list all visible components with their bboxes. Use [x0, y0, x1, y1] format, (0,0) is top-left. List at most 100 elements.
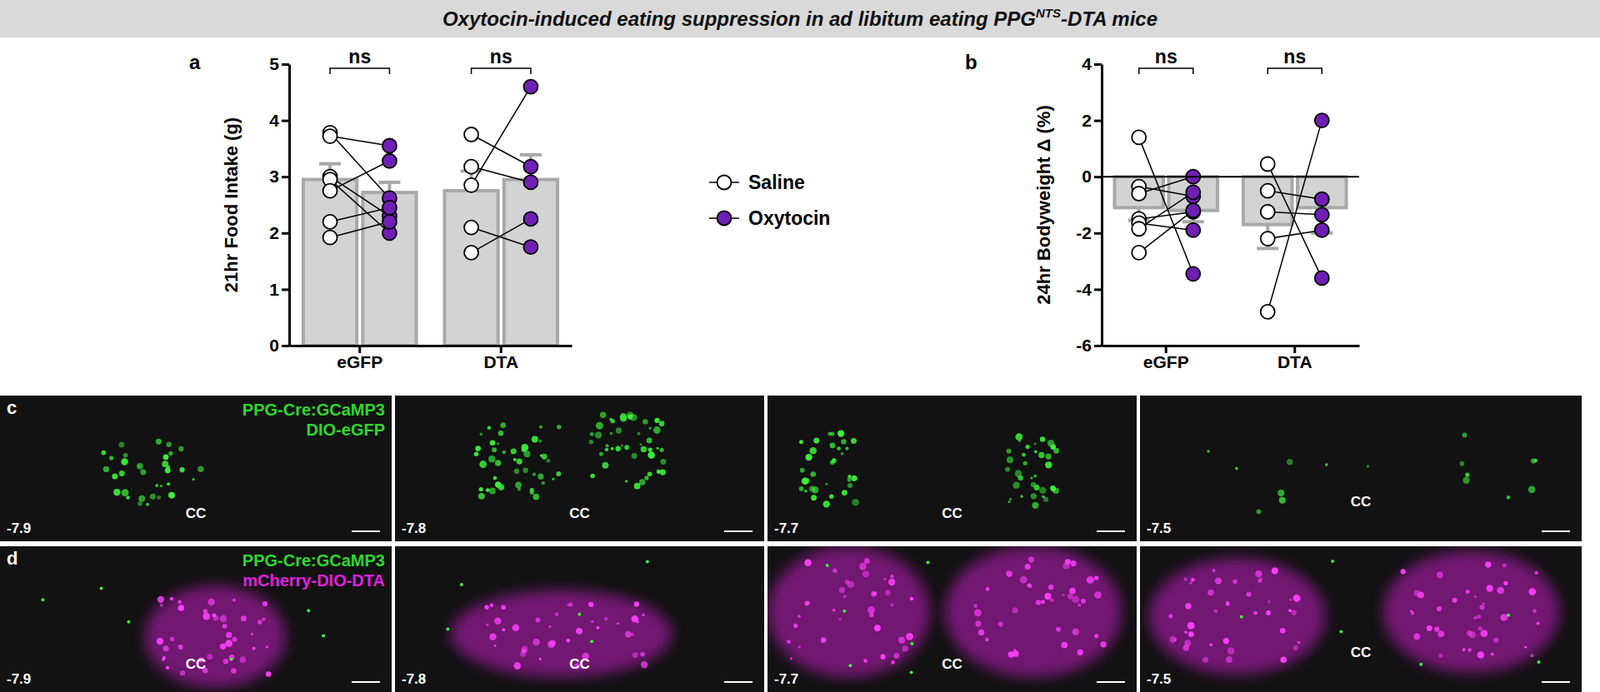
- y-tick: -6: [1075, 335, 1102, 355]
- fluorescent-cell: [1330, 560, 1335, 564]
- fluorescent-cell: [1259, 578, 1264, 583]
- fluorescent-cell: [516, 458, 523, 465]
- fluorescent-cell: [485, 624, 489, 627]
- y-tick-mark: [281, 175, 290, 179]
- x-tick: DTA: [1277, 345, 1313, 372]
- x-axis-line: [1102, 345, 1360, 348]
- fluorescent-cell: [1040, 436, 1046, 443]
- fluorescent-cell: [1034, 485, 1040, 491]
- fluorescent-cell: [625, 480, 628, 483]
- fluorescent-cell: [1069, 588, 1076, 595]
- fluorescent-cell: [831, 458, 837, 464]
- scale-bar: [1541, 530, 1570, 533]
- fluorescent-cell: [905, 633, 914, 641]
- fluorescent-cell: [1436, 572, 1444, 580]
- landmark-label: CC: [185, 505, 207, 522]
- y-tick: 2: [1081, 110, 1102, 130]
- fluorescent-cell: [1012, 650, 1020, 658]
- scale-bar: [724, 681, 753, 684]
- landmark-label: CC: [1350, 645, 1372, 661]
- fluorescent-cell: [179, 467, 185, 473]
- fluorescent-cell: [1474, 595, 1477, 599]
- fluorescent-cell: [1469, 631, 1476, 639]
- fluorescent-cell: [852, 476, 858, 482]
- fluorescent-cell: [1209, 643, 1213, 647]
- data-point: [1315, 223, 1330, 238]
- fluorescent-cell: [540, 481, 545, 485]
- fluorescent-cell: [1528, 486, 1536, 495]
- fluorescent-cell: [800, 468, 805, 474]
- fluorescent-cell: [515, 481, 522, 489]
- fluorescent-cell: [1033, 475, 1037, 479]
- fluorescent-cell: [484, 605, 490, 610]
- fluorescent-cell: [647, 447, 652, 452]
- fluorescent-cell: [595, 422, 604, 430]
- tile-background: [1140, 395, 1582, 542]
- fluorescent-cell: [848, 664, 852, 668]
- panel-label: d: [6, 548, 18, 570]
- y-tick-mark: [1094, 288, 1102, 291]
- fluorescent-cell: [867, 606, 875, 615]
- fluorescent-cell: [880, 655, 885, 660]
- fluorescent-cell: [832, 568, 837, 573]
- fluorescent-cell: [786, 640, 790, 644]
- channel-label: PPG-Cre:GCaMP3: [242, 551, 385, 570]
- fluorescent-cell: [488, 455, 496, 464]
- fluorescent-cell: [599, 452, 604, 457]
- bar: [303, 180, 357, 346]
- image-tile: [395, 546, 765, 692]
- fluorescent-cell: [644, 475, 649, 480]
- legend-label: Saline: [748, 171, 805, 194]
- data-point: [323, 230, 338, 245]
- fluorescent-cell: [494, 617, 501, 625]
- significance-label: ns: [1155, 45, 1178, 68]
- x-tick: eGFP: [1143, 345, 1190, 372]
- fluorescent-cell: [155, 484, 159, 488]
- fluorescent-cell: [648, 427, 651, 430]
- x-tick-label: DTA: [1277, 352, 1313, 372]
- pair-line: [1139, 211, 1194, 219]
- fluorescent-cell: [165, 666, 170, 670]
- fluorescent-cell: [1043, 497, 1049, 503]
- fluorescent-cell: [810, 471, 816, 478]
- fluorescent-cell: [1478, 626, 1483, 631]
- fluorescent-cell: [823, 500, 830, 508]
- fluorescent-cell: [615, 446, 620, 452]
- fluorescent-cell: [1452, 598, 1458, 604]
- fluorescent-cell: [836, 446, 841, 451]
- fluorescent-cell: [624, 445, 630, 450]
- fluorescent-cell: [837, 430, 845, 437]
- fluorescent-cell: [840, 452, 845, 456]
- x-tick-label: eGFP: [336, 352, 383, 372]
- pair-line: [1139, 176, 1194, 194]
- fluorescent-cell: [495, 460, 501, 466]
- y-tick-label: -4: [1075, 280, 1092, 300]
- fluorescent-cell: [1212, 569, 1216, 573]
- data-point: [1260, 205, 1275, 220]
- fluorescent-cell: [793, 624, 798, 629]
- fluorescent-cell: [1006, 456, 1014, 464]
- fluorescent-cell: [1062, 594, 1065, 597]
- fluorescent-cell: [799, 440, 804, 445]
- fluorescent-cell: [641, 614, 645, 617]
- tile-background: [0, 395, 392, 542]
- fluorescent-cell: [513, 662, 521, 670]
- error-cap: [1256, 246, 1279, 250]
- fluorescent-cell: [974, 609, 982, 617]
- scale-bar: [1541, 681, 1570, 684]
- y-axis-title: 21hr Food Intake (g): [220, 117, 242, 293]
- pair-line: [1139, 223, 1194, 230]
- fluorescent-cell: [1506, 495, 1511, 500]
- data-point: [523, 240, 538, 255]
- fluorescent-cell: [577, 613, 581, 617]
- fluorescent-cell: [1533, 459, 1538, 464]
- data-point: [1131, 221, 1146, 236]
- fluorescent-cell: [489, 488, 496, 495]
- fluorescent-cell: [1034, 450, 1038, 455]
- fluorescent-cell: [239, 656, 246, 664]
- fluorescent-cell: [1256, 510, 1262, 515]
- significance-bracket: [1139, 68, 1194, 75]
- fluorescent-cell: [150, 494, 156, 500]
- fluorescent-cell: [639, 479, 646, 486]
- section-level: -7.8: [401, 671, 426, 688]
